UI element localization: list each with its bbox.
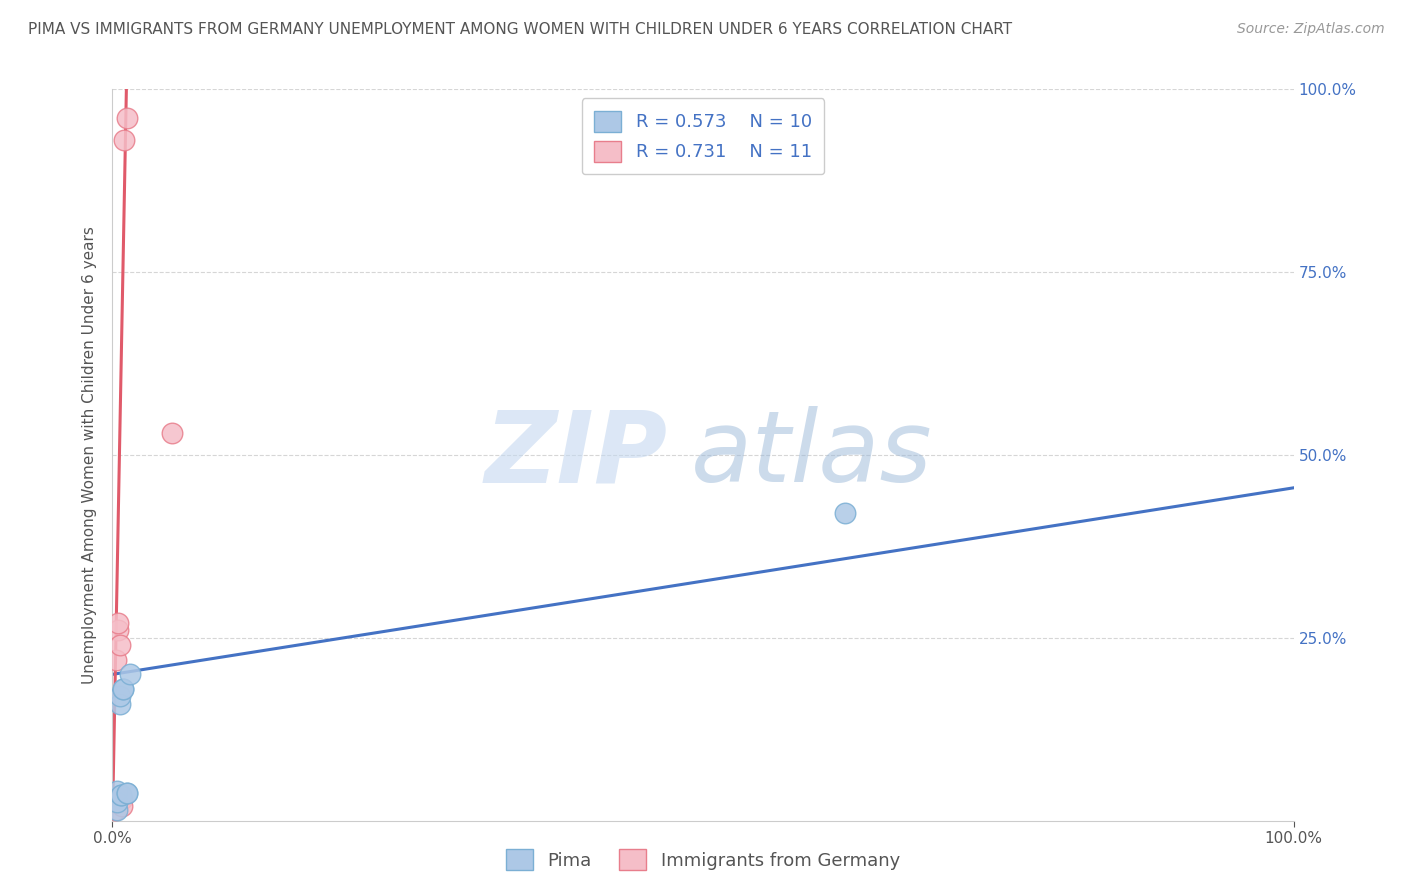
Point xyxy=(107,616,129,631)
Point xyxy=(112,681,135,696)
Text: Source: ZipAtlas.com: Source: ZipAtlas.com xyxy=(1237,22,1385,37)
Point xyxy=(112,133,135,147)
Point xyxy=(108,690,131,704)
Point xyxy=(110,788,132,802)
Point xyxy=(105,803,128,817)
Text: atlas: atlas xyxy=(692,407,932,503)
Point xyxy=(112,681,135,696)
Point xyxy=(105,796,128,810)
Point xyxy=(160,425,183,440)
Point xyxy=(110,788,132,802)
Point xyxy=(104,803,127,817)
Point xyxy=(108,638,131,652)
Point xyxy=(111,791,134,805)
Point xyxy=(120,667,142,681)
Point xyxy=(115,786,138,800)
Point xyxy=(105,791,128,805)
Y-axis label: Unemployment Among Women with Children Under 6 years: Unemployment Among Women with Children U… xyxy=(82,226,97,684)
Point xyxy=(115,112,138,126)
Legend: Pima, Immigrants from Germany: Pima, Immigrants from Germany xyxy=(499,842,907,878)
Text: PIMA VS IMMIGRANTS FROM GERMANY UNEMPLOYMENT AMONG WOMEN WITH CHILDREN UNDER 6 Y: PIMA VS IMMIGRANTS FROM GERMANY UNEMPLOY… xyxy=(28,22,1012,37)
Text: ZIP: ZIP xyxy=(485,407,668,503)
Point xyxy=(110,791,132,805)
Point xyxy=(105,784,128,798)
Point xyxy=(115,786,138,800)
Point xyxy=(834,507,856,521)
Point xyxy=(107,624,129,638)
Point xyxy=(105,653,128,667)
Point xyxy=(104,796,127,810)
Point xyxy=(108,697,131,711)
Point xyxy=(111,799,134,814)
